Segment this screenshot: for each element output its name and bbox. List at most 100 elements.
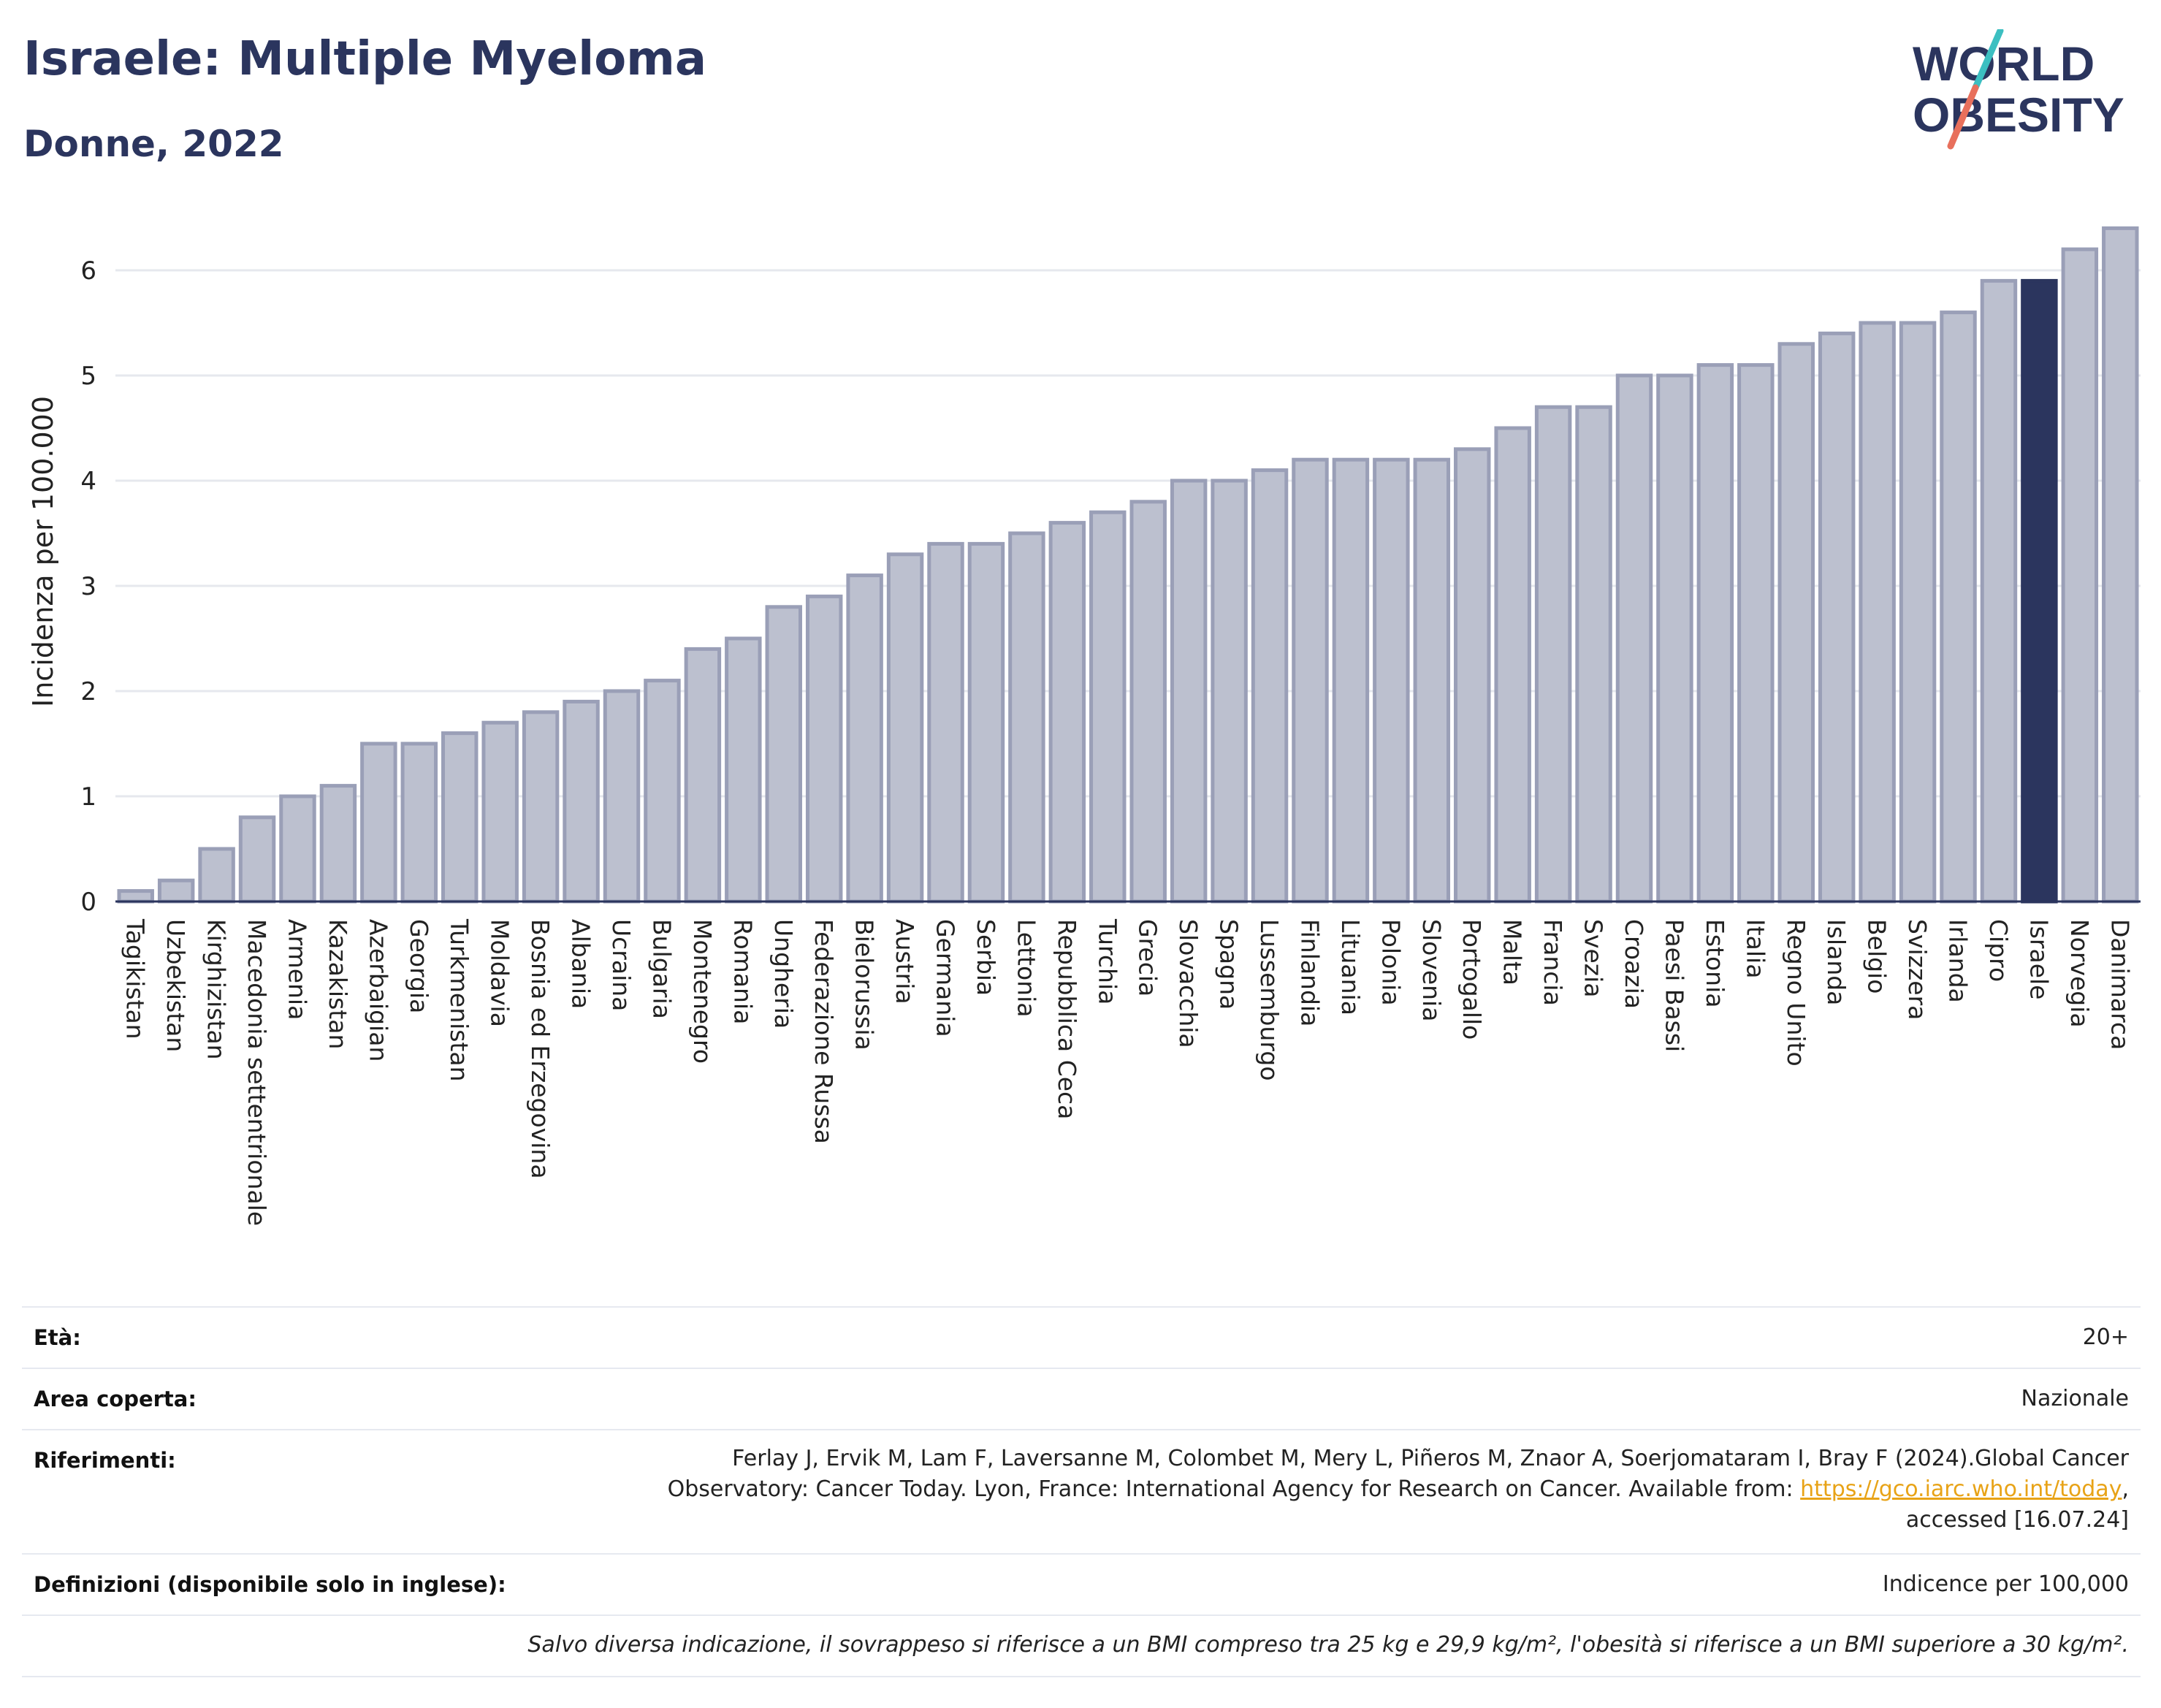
y-tick-label: 5 <box>80 362 96 391</box>
x-tick-label: Bulgaria <box>647 919 676 1019</box>
page-title: Israele: Multiple Myeloma <box>23 32 707 86</box>
bar-tagikistan <box>117 889 154 904</box>
bar-bulgaria <box>644 679 681 904</box>
x-tick-label: Romania <box>728 919 757 1024</box>
x-tick-label: Italia <box>1741 919 1769 978</box>
bar-austria <box>886 552 924 904</box>
x-tick-label: Paesi Bassi <box>1660 919 1688 1052</box>
bar-bosnia-ed-erzegovina <box>522 710 560 904</box>
x-tick-label: Estonia <box>1701 919 1729 1007</box>
age-value: 20+ <box>2082 1324 2129 1350</box>
bar-lussemburgo <box>1251 468 1289 904</box>
bar-kazakistan <box>319 784 357 904</box>
x-tick-label: Cipro <box>1984 919 2013 982</box>
bar-norvegia <box>2061 247 2099 904</box>
meta-row-area: Area coperta: Nazionale <box>22 1368 2141 1429</box>
bar-regno-unito <box>1777 342 1815 904</box>
x-tick-label: Tagikistan <box>121 918 150 1040</box>
definitions-value: Indicence per 100,000 <box>1882 1571 2129 1597</box>
x-tick-label: Grecia <box>1134 919 1162 996</box>
references-line-1: Ferlay J, Ervik M, Lam F, Laversanne M, … <box>732 1446 2129 1471</box>
x-tick-label: Serbia <box>972 919 1000 996</box>
x-tick-label: Georgia <box>405 919 433 1013</box>
bar-romania <box>725 636 762 904</box>
x-tick-label: Regno Unito <box>1782 919 1810 1067</box>
y-tick-label: 1 <box>80 782 96 812</box>
x-tick-label: Armenia <box>283 919 311 1020</box>
bar-georgia <box>400 741 438 904</box>
bar-moldavia <box>481 720 519 904</box>
x-tick-label: Croazia <box>1620 919 1648 1009</box>
x-tick-label: Francia <box>1539 919 1567 1006</box>
x-tick-label: Turkmenistan <box>445 918 473 1082</box>
meta-row-age: Età: 20+ <box>22 1306 2141 1368</box>
bar-finlandia <box>1292 457 1329 904</box>
bar-svezia <box>1575 405 1612 904</box>
x-tick-label: Austria <box>891 919 919 1004</box>
y-tick-label: 4 <box>80 467 96 496</box>
bar-bielorussia <box>846 573 883 904</box>
bar-svizzera <box>1899 321 1937 904</box>
bar-lettonia <box>1008 531 1045 904</box>
x-tick-label: Germania <box>931 919 960 1037</box>
bar-italia <box>1737 363 1775 904</box>
references-line-2: Observatory: Cancer Today. Lyon, France:… <box>668 1474 2129 1505</box>
world-obesity-logo: WORLD OBESITY <box>1913 29 2124 150</box>
references-label: Riferimenti: <box>34 1448 176 1473</box>
x-tick-label: Spagna <box>1215 919 1243 1010</box>
y-tick-label: 3 <box>80 572 96 601</box>
references-link[interactable]: https://gco.iarc.who.int/today <box>1800 1476 2122 1502</box>
bar-azerbaigian <box>360 741 397 904</box>
x-tick-label: Lettonia <box>1012 919 1040 1017</box>
x-tick-label: Macedonia settentrionale <box>243 919 271 1226</box>
x-tick-label: Lussemburgo <box>1255 919 1284 1081</box>
bar-macedonia-settentrionale <box>238 815 276 904</box>
references-text: Observatory: Cancer Today. Lyon, France:… <box>667 1476 1801 1502</box>
x-tick-label: Belgio <box>1863 919 1891 994</box>
bar-croazia <box>1615 373 1653 904</box>
bar-repubblica-ceca <box>1048 521 1086 904</box>
page-subtitle: Donne, 2022 <box>23 123 284 165</box>
bar-islanda <box>1818 331 1856 904</box>
x-tick-label: Ucraina <box>607 919 636 1011</box>
bar-portogallo <box>1454 447 1491 904</box>
references-value: Ferlay J, Ervik M, Lam F, Laversanne M, … <box>668 1444 2129 1536</box>
x-tick-label: Israele <box>2024 919 2053 1000</box>
x-tick-label: Svezia <box>1579 919 1608 998</box>
bar-armenia <box>279 794 316 904</box>
bar-cipro <box>1980 278 2018 904</box>
x-tick-label: Turchia <box>1093 918 1121 1004</box>
bar-slovacchia <box>1170 479 1208 904</box>
x-tick-label: Uzbekistan <box>161 919 190 1052</box>
bar-belgio <box>1859 321 1896 904</box>
x-tick-label: Slovacchia <box>1174 919 1203 1048</box>
bar-danimarca <box>2102 226 2139 904</box>
bar-estonia <box>1696 363 1734 904</box>
bar-turchia <box>1089 510 1127 904</box>
bar-polonia <box>1373 457 1410 904</box>
x-tick-label: Lituania <box>1336 919 1365 1015</box>
bar-malta <box>1494 426 1531 904</box>
x-tick-label: Polonia <box>1376 919 1405 1006</box>
bar-chart: 0 1 2 3 4 5 6 Tagikistan Uzbekistan Kirghizistan M… <box>27 226 2141 1226</box>
x-tick-label: Finlandia <box>1295 919 1324 1026</box>
y-tick-label: 6 <box>80 256 96 286</box>
meta-row-definitions: Definizioni (disponibile solo in inglese… <box>22 1553 2141 1614</box>
x-tick-label: Bielorussia <box>850 919 879 1051</box>
x-tick-label: Montenegro <box>688 919 717 1064</box>
bar-francia <box>1534 405 1572 904</box>
axes: 0 1 2 3 4 5 6 Tagikistan Uzbekistan Kirghizistan M… <box>80 256 2141 1226</box>
bar-kirghizistan <box>198 847 235 904</box>
x-tick-label: Ungheria <box>769 919 798 1029</box>
references-line-3: accessed [16.07.24] <box>1905 1507 2129 1533</box>
bar-montenegro <box>684 647 722 904</box>
y-tick-label: 2 <box>80 677 96 706</box>
y-tick-label: 0 <box>80 888 96 917</box>
bar-albania <box>563 699 600 904</box>
bar-uzbekistan <box>157 878 195 904</box>
x-tick-label: Danimarca <box>2105 919 2134 1050</box>
x-tick-label: Svizzera <box>1903 919 1932 1020</box>
definitions-label: Definizioni (disponibile solo in inglese… <box>34 1572 506 1597</box>
bar-slovenia <box>1413 457 1451 904</box>
logo-word-obesity: OBESITY <box>1913 88 2124 142</box>
